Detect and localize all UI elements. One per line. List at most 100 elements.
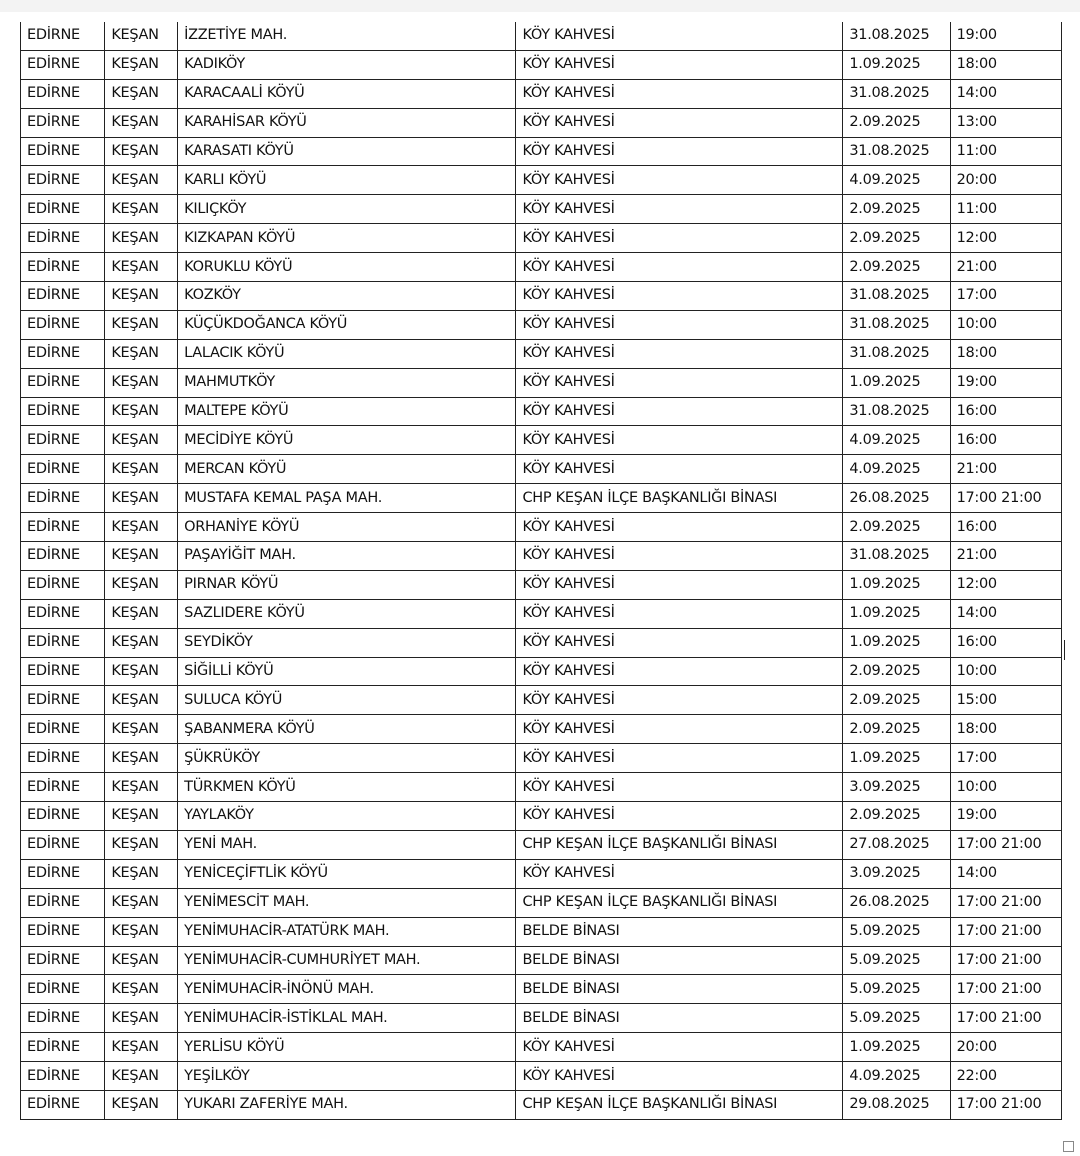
time-cell: 17:00 21:00 bbox=[949, 916, 1063, 947]
district-cell: KEŞAN bbox=[104, 454, 179, 485]
district-cell: KEŞAN bbox=[104, 425, 179, 456]
province-cell: EDİRNE bbox=[19, 512, 106, 543]
time-cell: 20:00 bbox=[949, 1032, 1063, 1063]
neighborhood-cell: YENİMUHACİR-ATATÜRK MAH. bbox=[177, 916, 517, 947]
table-row: EDİRNE KEŞAN YENİCEÇİFTLİK KÖYÜ KÖY KAHVESİ… bbox=[19, 858, 1063, 889]
venue-cell: KÖY KAHVESİ bbox=[515, 858, 844, 889]
province-cell: EDİRNE bbox=[19, 338, 106, 369]
district-cell: KEŞAN bbox=[104, 743, 179, 774]
table-row: EDİRNE KEŞAN YAYLAKÖY KÖY KAHVESİ 2.09.2025 1… bbox=[19, 801, 1063, 831]
time-cell: 14:00 bbox=[949, 598, 1063, 629]
district-cell: KEŞAN bbox=[104, 78, 179, 109]
province-cell: EDİRNE bbox=[19, 627, 106, 658]
district-cell: KEŞAN bbox=[104, 107, 179, 138]
text-cursor bbox=[1064, 640, 1065, 660]
district-cell: KEŞAN bbox=[104, 252, 179, 283]
venue-cell: KÖY KAHVESİ bbox=[515, 22, 844, 51]
date-cell: 2.09.2025 bbox=[842, 801, 951, 831]
district-cell: KEŞAN bbox=[104, 569, 179, 600]
table-row: EDİRNE KEŞAN SAZLIDERE KÖYÜ KÖY KAHVESİ 1.09… bbox=[19, 598, 1063, 629]
venue-cell: KÖY KAHVESİ bbox=[515, 569, 844, 600]
time-cell: 17:00 21:00 bbox=[949, 1089, 1063, 1120]
district-cell: KEŞAN bbox=[104, 396, 179, 427]
province-cell: EDİRNE bbox=[19, 974, 106, 1005]
table-row: EDİRNE KEŞAN SEYDİKÖY KÖY KAHVESİ 1.09.2025 1… bbox=[19, 627, 1063, 658]
time-cell: 21:00 bbox=[949, 252, 1063, 283]
district-cell: KEŞAN bbox=[104, 714, 179, 745]
date-cell: 5.09.2025 bbox=[842, 974, 951, 1005]
time-cell: 17:00 bbox=[949, 281, 1063, 311]
venue-cell: KÖY KAHVESİ bbox=[515, 338, 844, 369]
table-row: EDİRNE KEŞAN YENİMUHACİR-İNÖNÜ MAH. BELDE B… bbox=[19, 974, 1063, 1005]
date-cell: 2.09.2025 bbox=[842, 656, 951, 687]
neighborhood-cell: KOZKÖY bbox=[177, 281, 517, 311]
venue-cell: CHP KEŞAN İLÇE BAŞKANLIĞI BİNASI bbox=[515, 829, 844, 860]
district-cell: KEŞAN bbox=[104, 541, 179, 571]
neighborhood-cell: YAYLAKÖY bbox=[177, 801, 517, 831]
date-cell: 31.08.2025 bbox=[842, 281, 951, 311]
neighborhood-cell: YENİMUHACİR-İNÖNÜ MAH. bbox=[177, 974, 517, 1005]
neighborhood-cell: YEŞİLKÖY bbox=[177, 1061, 517, 1091]
time-cell: 18:00 bbox=[949, 49, 1063, 80]
district-cell: KEŞAN bbox=[104, 916, 179, 947]
table-row: EDİRNE KEŞAN SULUCA KÖYÜ KÖY KAHVESİ 2.09.20… bbox=[19, 685, 1063, 716]
district-cell: KEŞAN bbox=[104, 829, 179, 860]
time-cell: 18:00 bbox=[949, 338, 1063, 369]
time-cell: 17:00 21:00 bbox=[949, 1003, 1063, 1034]
date-cell: 2.09.2025 bbox=[842, 512, 951, 543]
neighborhood-cell: MUSTAFA KEMAL PAŞA MAH. bbox=[177, 483, 517, 514]
venue-cell: KÖY KAHVESİ bbox=[515, 194, 844, 225]
time-cell: 21:00 bbox=[949, 541, 1063, 571]
date-cell: 2.09.2025 bbox=[842, 685, 951, 716]
table-row: EDİRNE KEŞAN MAHMUTKÖY KÖY KAHVESİ 1.09.2025… bbox=[19, 367, 1063, 398]
district-cell: KEŞAN bbox=[104, 1089, 179, 1120]
table-row: EDİRNE KEŞAN KÜÇÜKDOĞANCA KÖYÜ KÖY KAHVESİ 3… bbox=[19, 309, 1063, 340]
venue-cell: BELDE BİNASI bbox=[515, 1003, 844, 1034]
district-cell: KEŞAN bbox=[104, 656, 179, 687]
province-cell: EDİRNE bbox=[19, 656, 106, 687]
date-cell: 31.08.2025 bbox=[842, 78, 951, 109]
province-cell: EDİRNE bbox=[19, 916, 106, 947]
district-cell: KEŞAN bbox=[104, 772, 179, 803]
date-cell: 26.08.2025 bbox=[842, 887, 951, 918]
venue-cell: KÖY KAHVESİ bbox=[515, 1032, 844, 1063]
neighborhood-cell: MECİDİYE KÖYÜ bbox=[177, 425, 517, 456]
table-row: EDİRNE KEŞAN YERLİSU KÖYÜ KÖY KAHVESİ 1.09.2… bbox=[19, 1032, 1063, 1063]
table-resize-handle[interactable] bbox=[1063, 1141, 1074, 1152]
venue-cell: KÖY KAHVESİ bbox=[515, 165, 844, 196]
table-row: EDİRNE KEŞAN YEŞİLKÖY KÖY KAHVESİ 4.09.2025 2… bbox=[19, 1061, 1063, 1091]
table-row: EDİRNE KEŞAN LALACIK KÖYÜ KÖY KAHVESİ 31.08.… bbox=[19, 338, 1063, 369]
neighborhood-cell: ŞÜKRÜKÖY bbox=[177, 743, 517, 774]
venue-cell: KÖY KAHVESİ bbox=[515, 772, 844, 803]
province-cell: EDİRNE bbox=[19, 49, 106, 80]
time-cell: 19:00 bbox=[949, 801, 1063, 831]
province-cell: EDİRNE bbox=[19, 367, 106, 398]
table-row: EDİRNE KEŞAN YENİMUHACİR-ATATÜRK MAH. BELDE… bbox=[19, 916, 1063, 947]
province-cell: EDİRNE bbox=[19, 887, 106, 918]
date-cell: 2.09.2025 bbox=[842, 107, 951, 138]
date-cell: 5.09.2025 bbox=[842, 1003, 951, 1034]
table-row: EDİRNE KEŞAN KOZKÖY KÖY KAHVESİ 31.08.2025 17… bbox=[19, 281, 1063, 311]
date-cell: 4.09.2025 bbox=[842, 1061, 951, 1091]
time-cell: 22:00 bbox=[949, 1061, 1063, 1091]
province-cell: EDİRNE bbox=[19, 78, 106, 109]
district-cell: KEŞAN bbox=[104, 223, 179, 254]
district-cell: KEŞAN bbox=[104, 974, 179, 1005]
district-cell: KEŞAN bbox=[104, 512, 179, 543]
time-cell: 10:00 bbox=[949, 309, 1063, 340]
table-row: EDİRNE KEŞAN MERCAN KÖYÜ KÖY KAHVESİ 4.09.20… bbox=[19, 454, 1063, 485]
province-cell: EDİRNE bbox=[19, 945, 106, 976]
venue-cell: KÖY KAHVESİ bbox=[515, 309, 844, 340]
table-row: EDİRNE KEŞAN ŞABANMERA KÖYÜ KÖY KAHVESİ 2.09… bbox=[19, 714, 1063, 745]
table-row: EDİRNE KEŞAN MUSTAFA KEMAL PAŞA MAH. CHP KE… bbox=[19, 483, 1063, 514]
neighborhood-cell: MERCAN KÖYÜ bbox=[177, 454, 517, 485]
venue-cell: KÖY KAHVESİ bbox=[515, 1061, 844, 1091]
date-cell: 1.09.2025 bbox=[842, 598, 951, 629]
district-cell: KEŞAN bbox=[104, 165, 179, 196]
neighborhood-cell: KARLI KÖYÜ bbox=[177, 165, 517, 196]
neighborhood-cell: PAŞAYİĞİT MAH. bbox=[177, 541, 517, 571]
table-row: EDİRNE KEŞAN KARACAALİ KÖYÜ KÖY KAHVESİ 31.0… bbox=[19, 78, 1063, 109]
district-cell: KEŞAN bbox=[104, 22, 179, 51]
venue-cell: BELDE BİNASI bbox=[515, 945, 844, 976]
date-cell: 3.09.2025 bbox=[842, 858, 951, 889]
